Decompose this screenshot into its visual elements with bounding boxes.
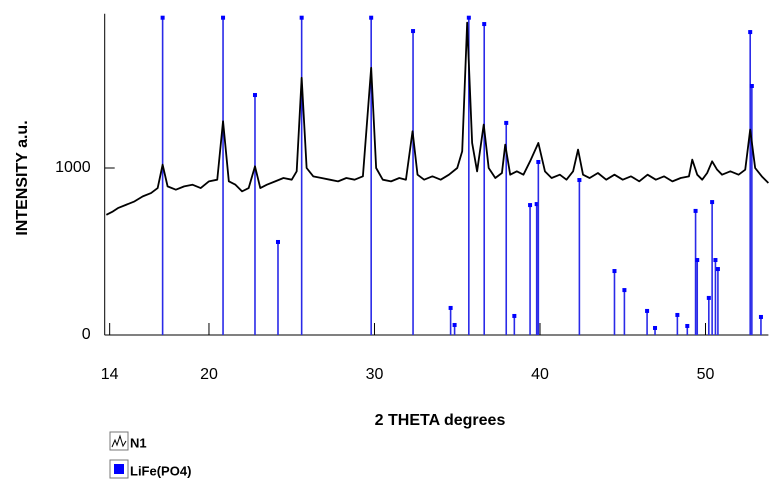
legend-symbol	[111, 434, 127, 448]
peak-marker	[221, 15, 226, 20]
peak-marker	[695, 258, 700, 263]
x-tick-label: 40	[531, 366, 549, 383]
x-tick-label: 50	[697, 366, 715, 383]
peak-marker	[275, 239, 280, 244]
y-axis-title: INTENSITY a.u.	[14, 120, 31, 235]
peak-marker	[749, 84, 754, 89]
peak-marker	[160, 15, 165, 20]
peak-marker	[622, 288, 627, 293]
peak-marker	[299, 15, 304, 20]
peak-marker	[758, 314, 763, 319]
peak-marker	[710, 200, 715, 205]
peak-marker	[715, 267, 720, 272]
peak-marker	[452, 322, 457, 327]
x-axis-title: 2 THETA degrees	[375, 412, 506, 429]
peak-marker	[448, 305, 453, 310]
x-tick-label: 20	[200, 366, 218, 383]
peak-marker	[675, 312, 680, 317]
peak-marker	[369, 15, 374, 20]
peak-marker	[466, 15, 471, 20]
peak-marker	[706, 295, 711, 300]
peak-marker	[512, 313, 517, 318]
legend-item: N1	[109, 431, 147, 451]
peak-marker	[534, 202, 539, 207]
legend-symbol	[114, 464, 124, 474]
peak-marker	[693, 208, 698, 213]
peak-marker	[645, 308, 650, 313]
peak-marker	[528, 203, 533, 208]
legend-label: N1	[130, 435, 147, 450]
peak-marker	[536, 159, 541, 164]
peak-marker	[653, 325, 658, 330]
x-tick-label: 14	[101, 366, 119, 383]
peak-marker	[713, 258, 718, 263]
peak-marker	[577, 178, 582, 183]
peak-marker	[482, 22, 487, 27]
legend-item: LiFe(PO4)	[109, 459, 191, 479]
x-tick-label: 30	[366, 366, 384, 383]
diffraction-line	[105, 21, 769, 216]
y-tick-label: 1000	[55, 159, 91, 176]
peak-marker	[252, 93, 257, 98]
peak-marker	[504, 120, 509, 125]
y-tick-label: 0	[82, 326, 91, 343]
peak-marker	[612, 269, 617, 274]
legend-label: LiFe(PO4)	[130, 463, 191, 478]
peak-marker	[748, 30, 753, 35]
peak-marker	[685, 323, 690, 328]
peak-marker	[411, 29, 416, 34]
legend-box	[109, 431, 129, 451]
